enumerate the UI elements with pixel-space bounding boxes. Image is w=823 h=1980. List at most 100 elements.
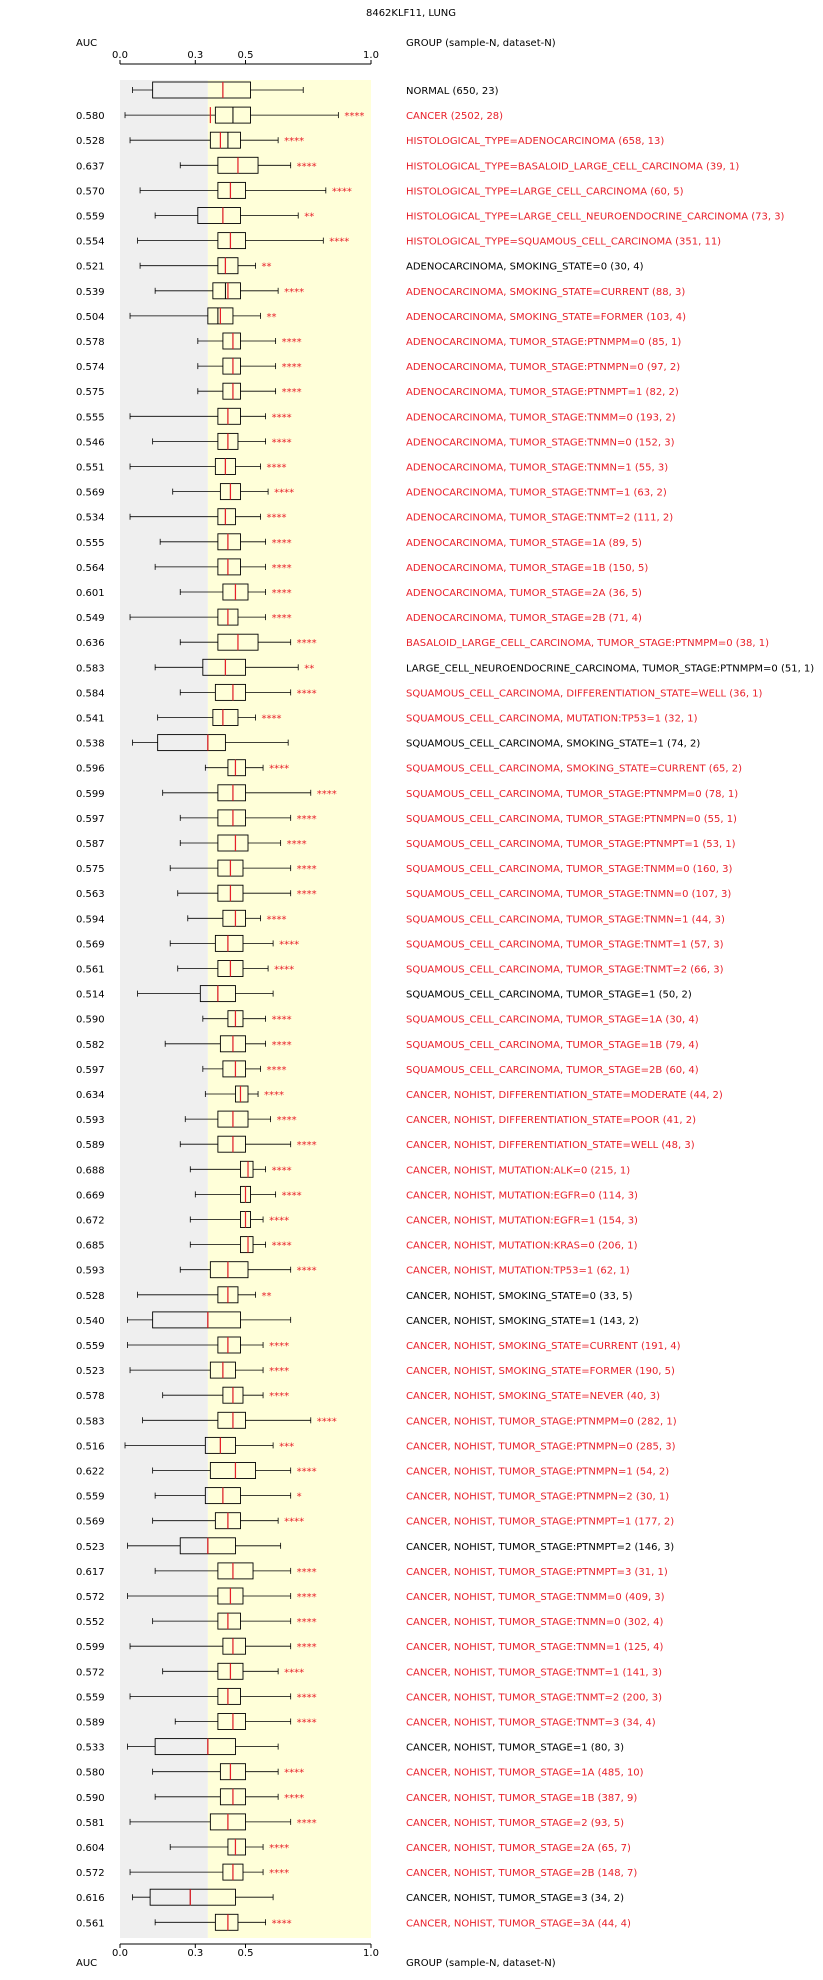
group-label: CANCER, NOHIST, MUTATION:ALK=0 (215, 1) [406, 1165, 630, 1176]
significance-marker: **** [272, 563, 292, 574]
group-label: CANCER, NOHIST, SMOKING_STATE=FORMER (19… [406, 1366, 675, 1377]
significance-marker: **** [282, 387, 302, 398]
table-row: 0.584 SQUAMOUS_CELL_CARCINOMA, DIFFERENTI… [76, 683, 763, 701]
table-row: 0.636 BASALOID_LARGE_CELL_CARCINOMA, TUMO… [76, 633, 769, 651]
box-iqr [217, 257, 239, 275]
auc-value: 0.594 [76, 914, 105, 925]
significance-marker: **** [332, 186, 352, 197]
table-row: 0.581 CANCER, NOHIST, TUMOR_STAGE=2 (93, … [76, 1813, 624, 1831]
group-label: ADENOCARCINOMA, TUMOR_STAGE=2B (71, 4) [406, 613, 642, 624]
group-label: SQUAMOUS_CELL_CARCINOMA, SMOKING_STATE=1… [406, 739, 700, 750]
group-label: ADENOCARCINOMA, TUMOR_STAGE:TNMT=1 (63, … [406, 488, 667, 499]
table-row: 0.569 ADENOCARCINOMA, TUMOR_STAGE:TNMT=1 … [76, 483, 667, 501]
group-label: SQUAMOUS_CELL_CARCINOMA, TUMOR_STAGE:TNM… [406, 864, 733, 875]
table-row: 0.594 SQUAMOUS_CELL_CARCINOMA, TUMOR_STAG… [76, 909, 725, 927]
group-label: ADENOCARCINOMA, TUMOR_STAGE=1A (89, 5) [406, 538, 642, 549]
auc-value: 0.555 [76, 538, 105, 549]
significance-marker: **** [297, 1567, 317, 1578]
auc-value: 0.563 [76, 889, 105, 900]
auc-value: 0.590 [76, 1793, 105, 1804]
group-label: CANCER, NOHIST, SMOKING_STATE=NEVER (40,… [406, 1391, 660, 1402]
significance-marker: **** [264, 1090, 284, 1101]
auc-value: 0.528 [76, 1291, 105, 1302]
auc-value: 0.604 [76, 1843, 105, 1854]
group-label: SQUAMOUS_CELL_CARCINOMA, TUMOR_STAGE:TNM… [406, 965, 724, 976]
group-label: CANCER, NOHIST, TUMOR_STAGE:PTNMPT=3 (31… [406, 1567, 668, 1578]
significance-marker: **** [317, 789, 337, 800]
group-label: ADENOCARCINOMA, TUMOR_STAGE=2A (36, 5) [406, 588, 642, 599]
table-row: 0.514 SQUAMOUS_CELL_CARCINOMA, TUMOR_STAG… [76, 985, 692, 1003]
significance-marker: **** [282, 1190, 302, 1201]
group-label: CANCER, NOHIST, TUMOR_STAGE:TNMT=3 (34, … [406, 1718, 656, 1729]
significance-marker: **** [317, 1416, 337, 1427]
auc-value: 0.559 [76, 1692, 105, 1703]
table-row: NORMAL (650, 23) [132, 81, 499, 99]
auc-value: 0.685 [76, 1241, 105, 1252]
box-iqr [197, 207, 241, 224]
auc-value: 0.672 [76, 1216, 105, 1227]
group-label: CANCER, NOHIST, SMOKING_STATE=CURRENT (1… [406, 1341, 681, 1352]
auc-value: 0.590 [76, 1015, 105, 1026]
group-label: SQUAMOUS_CELL_CARCINOMA, TUMOR_STAGE:PTN… [406, 839, 736, 850]
significance-marker: **** [284, 1793, 304, 1804]
box-iqr [217, 1562, 254, 1580]
table-row: 0.559 CANCER, NOHIST, SMOKING_STATE=CURRE… [76, 1336, 681, 1354]
group-label: CANCER, NOHIST, TUMOR_STAGE=2A (65, 7) [406, 1843, 631, 1854]
table-row: 0.574 ADENOCARCINOMA, TUMOR_STAGE:PTNMPN=… [76, 357, 680, 375]
significance-marker: **** [269, 1216, 289, 1227]
table-row: 0.616 CANCER, NOHIST, TUMOR_STAGE=3 (34, … [76, 1888, 624, 1906]
auc-value: 0.599 [76, 1642, 105, 1653]
auc-value: 0.636 [76, 638, 105, 649]
table-row: 0.580 CANCER, NOHIST, TUMOR_STAGE=1A (485… [76, 1763, 644, 1781]
group-label: SQUAMOUS_CELL_CARCINOMA, TUMOR_STAGE:TNM… [406, 889, 731, 900]
group-label: HISTOLOGICAL_TYPE=LARGE_CELL_NEUROENDOCR… [406, 212, 785, 223]
x-tick-label-top: 0.3 [187, 50, 203, 61]
significance-marker: **** [297, 889, 317, 900]
table-row: 0.570 HISTOLOGICAL_TYPE=LARGE_CELL_CARCIN… [76, 181, 684, 199]
group-label: CANCER (2502, 28) [406, 111, 503, 122]
auc-value: 0.559 [76, 212, 105, 223]
significance-marker: **** [284, 1667, 304, 1678]
table-row: 0.523 CANCER, NOHIST, TUMOR_STAGE:PTNMPT=… [76, 1537, 674, 1555]
significance-marker: **** [272, 1918, 292, 1929]
auc-value: 0.688 [76, 1165, 105, 1176]
box-iqr [240, 1236, 254, 1254]
group-label: CANCER, NOHIST, MUTATION:EGFR=1 (154, 3) [406, 1216, 638, 1227]
auc-value: 0.523 [76, 1366, 105, 1377]
table-row: 0.541 SQUAMOUS_CELL_CARCINOMA, MUTATION:T… [76, 709, 698, 726]
auc-value: 0.617 [76, 1567, 105, 1578]
auc-value: 0.582 [76, 1040, 105, 1051]
significance-marker: **** [267, 1065, 287, 1076]
box-iqr [212, 709, 239, 726]
box-iqr [214, 1913, 239, 1931]
auc-value: 0.570 [76, 186, 105, 197]
group-label: CANCER, NOHIST, MUTATION:KRAS=0 (206, 1) [406, 1241, 638, 1252]
auc-value: 0.581 [76, 1818, 105, 1829]
auc-value: 0.561 [76, 1918, 105, 1929]
table-row: 0.555 ADENOCARCINOMA, TUMOR_STAGE:TNMM=0 … [76, 407, 676, 425]
significance-marker: ** [262, 262, 272, 273]
group-label: LARGE_CELL_NEUROENDOCRINE_CARCINOMA, TUM… [406, 663, 814, 674]
group-label: CANCER, NOHIST, TUMOR_STAGE=3A (44, 4) [406, 1918, 631, 1929]
yellow-band [207, 80, 371, 1938]
box-iqr [202, 658, 246, 676]
group-label: CANCER, NOHIST, TUMOR_STAGE:TNMN=1 (125,… [406, 1642, 664, 1653]
table-row: 0.564 ADENOCARCINOMA, TUMOR_STAGE=1B (150… [76, 558, 648, 576]
table-row: 0.533 CANCER, NOHIST, TUMOR_STAGE=1 (80, … [76, 1738, 624, 1756]
significance-marker: **** [272, 1241, 292, 1252]
auc-value: 0.580 [76, 111, 105, 122]
group-label: CANCER, NOHIST, TUMOR_STAGE=3 (34, 2) [406, 1893, 624, 1904]
box-iqr [227, 759, 246, 777]
auc-value: 0.559 [76, 1492, 105, 1503]
box-iqr [214, 934, 244, 952]
table-row: 0.569 CANCER, NOHIST, TUMOR_STAGE:PTNMPT=… [76, 1512, 674, 1530]
box-iqr [240, 1160, 254, 1178]
table-row: 0.593 CANCER, NOHIST, DIFFERENTIATION_STA… [76, 1110, 696, 1128]
table-row: 0.559 CANCER, NOHIST, TUMOR_STAGE:PTNMPN=… [76, 1487, 669, 1505]
significance-marker: **** [269, 1868, 289, 1879]
group-label: CANCER, NOHIST, TUMOR_STAGE:PTNMPT=1 (17… [406, 1517, 674, 1528]
box-iqr [217, 407, 241, 425]
group-label: CANCER, NOHIST, SMOKING_STATE=1 (143, 2) [406, 1316, 639, 1327]
table-row: 0.589 CANCER, NOHIST, TUMOR_STAGE:TNMT=3 … [76, 1713, 656, 1730]
group-label: CANCER, NOHIST, TUMOR_STAGE=1A (485, 10) [406, 1768, 644, 1779]
